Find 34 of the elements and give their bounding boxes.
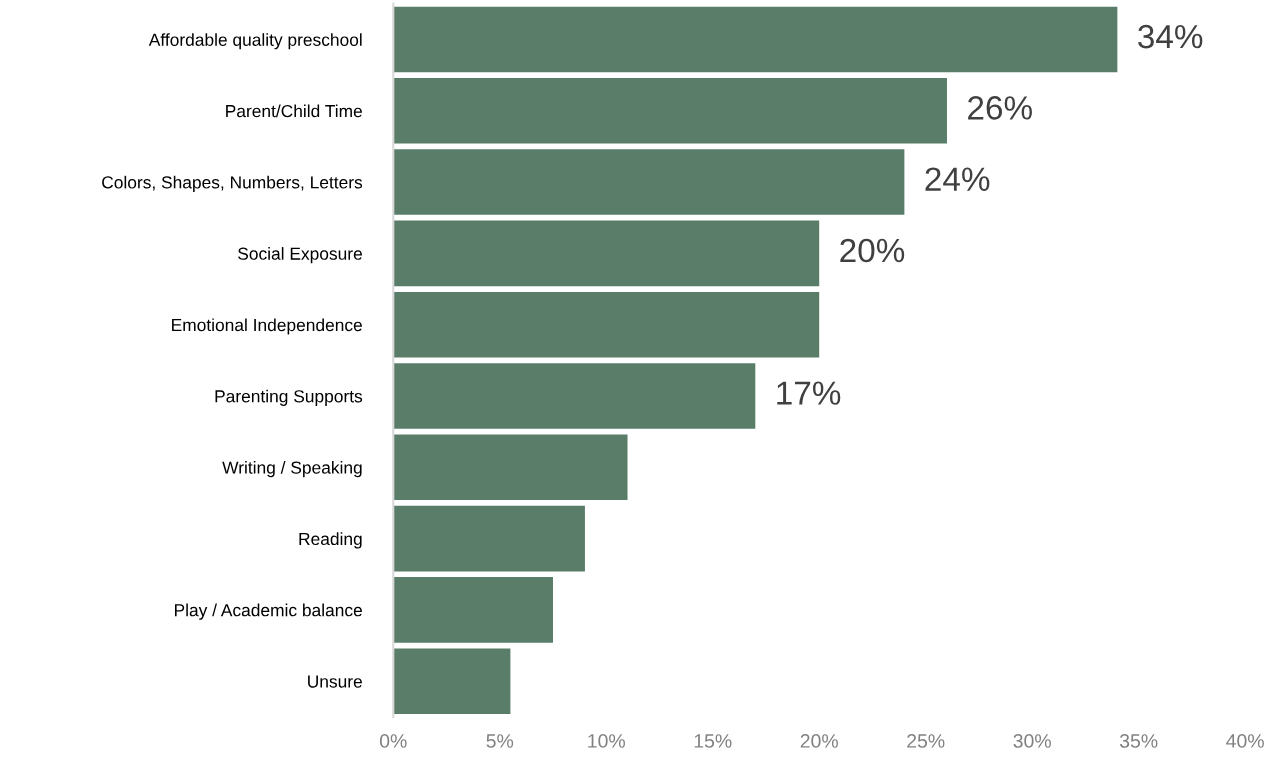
y-tick-label: Play / Academic balance [174,603,362,620]
y-tick-label: Parent/Child Time [226,104,362,118]
bar [393,363,756,429]
data-label: 34% [1138,24,1203,49]
data-label: 24% [925,167,990,191]
data-label: 20% [840,238,905,263]
bar [393,291,820,358]
y-tick-label: Unsure [308,675,362,688]
x-tick-label: 15% [694,734,732,748]
y-tick-label: Parenting Supports [215,389,363,406]
data-label: 17% [777,381,841,405]
x-tick-label: 5% [486,734,514,748]
x-tick-label: 0% [379,734,407,748]
data-label: 26% [968,96,1032,120]
x-tick-label: 40% [1226,734,1264,748]
y-tick-label: Emotional Independence [172,318,362,335]
bar [393,505,585,572]
y-tick-label: Reading [299,532,362,549]
y-tick-label: Colors, Shapes, Numbers, Letters [102,175,363,192]
bar [393,220,820,287]
x-tick-label: 25% [907,734,945,748]
bar [393,6,1118,73]
bar [393,77,947,144]
y-tick-label: Writing / Speaking [222,461,362,478]
x-tick-label: 35% [1119,734,1158,748]
x-tick-label: 20% [800,734,838,748]
x-tick-label: 30% [1013,734,1051,748]
x-tick-label: 10% [588,734,625,748]
bar [393,434,628,501]
y-tick-label: Social Exposure [238,247,362,264]
y-tick-label: Affordable quality preschool [148,33,362,50]
bar [393,648,511,715]
bar [393,577,553,643]
bar [393,149,905,215]
